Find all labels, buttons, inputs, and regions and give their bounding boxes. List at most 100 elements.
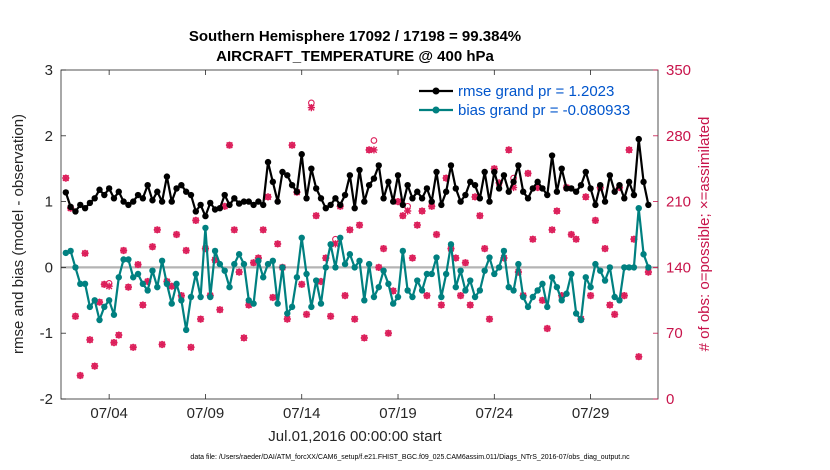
- bias-point: [495, 264, 503, 271]
- plot-frame: [60, 69, 659, 400]
- bias-point: [587, 283, 594, 291]
- y-axis-left-label: rmse and bias (model - observation): [10, 114, 27, 354]
- bias-point: [390, 300, 397, 307]
- bias-point: [438, 293, 445, 301]
- rmse-point: [293, 188, 301, 195]
- obs-assimilated-marker: [452, 254, 460, 262]
- rmse-point: [553, 188, 561, 195]
- bias-point: [284, 310, 291, 317]
- bias-point: [62, 249, 70, 257]
- bias-point: [240, 260, 248, 268]
- obs-assimilated-marker: [235, 268, 243, 276]
- rmse-point: [250, 201, 257, 209]
- bias-point: [486, 254, 493, 261]
- rmse-point: [428, 198, 435, 205]
- bias-point: [524, 303, 532, 311]
- rmse-point: [404, 181, 411, 189]
- obs-assimilated-marker: [95, 298, 104, 306]
- bias-point: [621, 264, 628, 271]
- rmse-point: [515, 162, 522, 169]
- bias-point: [298, 234, 305, 241]
- rmse-point: [563, 185, 570, 192]
- obs-assimilated-marker: [230, 226, 238, 234]
- bias-point: [91, 297, 98, 304]
- bias-point: [216, 260, 224, 268]
- bias-point: [385, 280, 392, 288]
- bias-point: [337, 234, 344, 241]
- obs-assimilated-marker: [346, 226, 354, 234]
- bias-point: [173, 280, 180, 288]
- bias-point: [519, 293, 527, 301]
- bias-point: [139, 280, 147, 288]
- bias-point: [274, 300, 281, 307]
- obs-assimilated-marker: [288, 141, 296, 149]
- obs-assimilated-marker: [148, 243, 157, 251]
- obs-assimilated-marker: [384, 329, 392, 337]
- bias-point: [563, 290, 570, 297]
- obs-assimilated-marker: [197, 315, 205, 323]
- obs-assimilated-marker: [635, 353, 643, 361]
- obs-assimilated-marker: [245, 301, 253, 309]
- obs-assimilated-marker: [606, 301, 614, 309]
- obs-assimilated-marker: [168, 282, 176, 290]
- bias-point: [226, 283, 233, 291]
- rmse-point: [154, 188, 161, 195]
- obs-assimilated-marker: [110, 339, 118, 347]
- bias-point: [418, 287, 426, 294]
- obs-assimilated-marker: [582, 193, 590, 201]
- bias-series: [62, 204, 652, 334]
- bias-point: [231, 260, 238, 268]
- legend-bias-label: bias grand pr = -0.080933: [458, 102, 630, 119]
- rmse-point: [486, 198, 493, 205]
- bias-point: [500, 247, 508, 255]
- rmse-point: [621, 195, 628, 202]
- rmse-point: [539, 185, 546, 192]
- rmse-point: [110, 195, 118, 202]
- rmse-point: [447, 162, 455, 169]
- bias-point: [601, 277, 609, 284]
- bias-point: [293, 274, 301, 281]
- rmse-point: [481, 168, 488, 176]
- y-right-tick-label: 140: [666, 259, 691, 276]
- obs-possible-marker: [370, 137, 378, 144]
- obs-assimilated-marker: [601, 245, 609, 253]
- rmse-point: [495, 185, 503, 192]
- rmse-point: [327, 201, 334, 209]
- x-tick-label: 07/29: [572, 405, 610, 422]
- rmse-point: [226, 201, 233, 209]
- y-right-tick-label: 0: [666, 391, 674, 408]
- bias-point: [101, 303, 108, 311]
- rmse-point: [96, 186, 103, 193]
- obs-assimilated-marker: [476, 212, 484, 220]
- rmse-point: [462, 191, 469, 199]
- y-right-tick-label: 210: [666, 194, 691, 211]
- rmse-point: [322, 204, 329, 212]
- obs-assimilated-marker: [182, 246, 190, 255]
- obs-assimilated-marker: [505, 146, 513, 154]
- obs-assimilated-marker: [586, 292, 595, 300]
- obs-assimilated-marker: [331, 240, 340, 248]
- bias-point: [86, 303, 94, 311]
- rmse-point: [380, 195, 387, 202]
- obs-assimilated-marker: [172, 230, 181, 239]
- rmse-point: [192, 208, 200, 215]
- obs-assimilated-marker: [134, 260, 142, 269]
- rmse-point: [524, 195, 532, 202]
- bias-point: [269, 257, 277, 265]
- bias-point: [625, 264, 633, 271]
- rmse-point: [245, 198, 252, 205]
- bias-point: [452, 283, 459, 291]
- rmse-point: [611, 188, 618, 195]
- bias-point: [476, 287, 484, 294]
- bias-point: [645, 264, 652, 271]
- obs-assimilated-marker: [625, 146, 633, 154]
- bias-point: [264, 260, 272, 268]
- rmse-point: [519, 188, 527, 195]
- rmse-point: [558, 165, 565, 172]
- bias-point: [635, 204, 642, 212]
- obs-assimilated-marker: [461, 259, 470, 267]
- obs-assimilated-marker: [538, 296, 547, 304]
- rmse-point: [370, 175, 378, 182]
- y-left-tick-label: -2: [40, 391, 53, 408]
